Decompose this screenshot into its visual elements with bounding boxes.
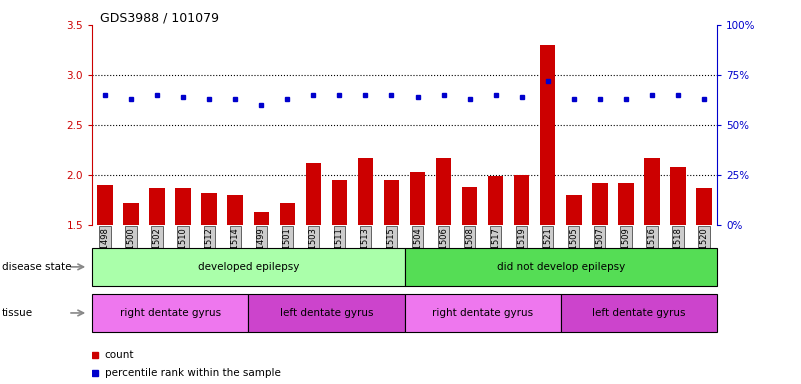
Text: GSM671508: GSM671508	[465, 227, 474, 278]
Text: GSM671502: GSM671502	[153, 227, 162, 278]
Text: GSM671504: GSM671504	[413, 227, 422, 278]
Text: GSM671507: GSM671507	[595, 227, 604, 278]
Text: GSM671520: GSM671520	[699, 227, 708, 278]
Text: GSM671498: GSM671498	[101, 227, 110, 278]
Bar	[405, 294, 561, 332]
Bar	[409, 172, 425, 225]
Bar	[248, 294, 405, 332]
Bar	[253, 212, 269, 225]
Text: left dentate gyrus: left dentate gyrus	[592, 308, 686, 318]
Text: GSM671509: GSM671509	[622, 227, 630, 278]
Bar	[461, 187, 477, 225]
Text: count: count	[105, 350, 134, 360]
Bar	[332, 180, 348, 225]
Text: GSM671505: GSM671505	[570, 227, 578, 278]
Bar	[670, 167, 686, 225]
Text: GSM671506: GSM671506	[439, 227, 448, 278]
Bar	[306, 163, 321, 225]
Bar	[540, 45, 555, 225]
Bar	[280, 203, 295, 225]
Text: tissue: tissue	[2, 308, 33, 318]
Bar	[92, 294, 248, 332]
Bar	[592, 183, 607, 225]
Bar	[618, 183, 634, 225]
Text: GSM671513: GSM671513	[361, 227, 370, 278]
Bar	[357, 158, 373, 225]
Text: GSM671517: GSM671517	[491, 227, 500, 278]
Text: right dentate gyrus: right dentate gyrus	[119, 308, 221, 318]
Text: developed epilepsy: developed epilepsy	[198, 262, 299, 272]
Text: GSM671511: GSM671511	[335, 227, 344, 278]
Bar	[92, 248, 405, 286]
Bar	[384, 180, 399, 225]
Bar	[123, 203, 139, 225]
Text: GSM671515: GSM671515	[387, 227, 396, 278]
Bar	[175, 188, 191, 225]
Text: GSM671512: GSM671512	[205, 227, 214, 278]
Text: left dentate gyrus: left dentate gyrus	[280, 308, 373, 318]
Bar	[150, 188, 165, 225]
Text: GSM671521: GSM671521	[543, 227, 552, 278]
Text: GSM671510: GSM671510	[179, 227, 187, 278]
Text: GSM671503: GSM671503	[309, 227, 318, 278]
Text: percentile rank within the sample: percentile rank within the sample	[105, 367, 280, 377]
Text: right dentate gyrus: right dentate gyrus	[432, 308, 533, 318]
Bar	[202, 193, 217, 225]
Bar	[514, 175, 529, 225]
Text: GSM671516: GSM671516	[647, 227, 656, 278]
Text: GSM671514: GSM671514	[231, 227, 239, 278]
Bar	[227, 195, 244, 225]
Bar	[436, 158, 452, 225]
Bar	[644, 158, 660, 225]
Bar	[561, 294, 717, 332]
Text: GSM671519: GSM671519	[517, 227, 526, 278]
Text: GSM671500: GSM671500	[127, 227, 135, 278]
Text: GSM671501: GSM671501	[283, 227, 292, 278]
Text: GSM671518: GSM671518	[674, 227, 682, 278]
Text: GSM671499: GSM671499	[257, 227, 266, 278]
Bar	[405, 248, 717, 286]
Bar	[98, 185, 113, 225]
Bar	[488, 176, 503, 225]
Bar	[696, 188, 711, 225]
Text: disease state: disease state	[2, 262, 71, 272]
Text: did not develop epilepsy: did not develop epilepsy	[497, 262, 625, 272]
Bar	[566, 195, 582, 225]
Text: GDS3988 / 101079: GDS3988 / 101079	[100, 12, 219, 25]
